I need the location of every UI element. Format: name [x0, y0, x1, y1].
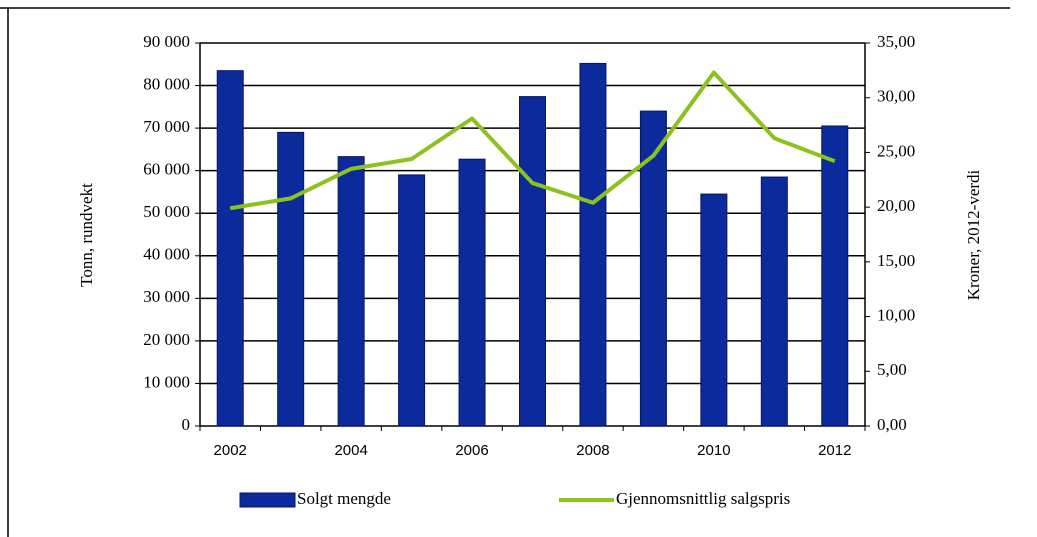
y-tick-label: 0 — [182, 415, 191, 434]
bar — [458, 158, 486, 427]
x-tick-label: 2010 — [697, 442, 730, 459]
bar — [277, 131, 305, 427]
bar — [398, 174, 426, 427]
legend-label: Gjennomsnittlig salgspris — [616, 489, 790, 508]
x-tick-label: 2006 — [455, 442, 488, 459]
line — [229, 70, 836, 211]
y-tick-label: 80 000 — [143, 74, 190, 93]
y-tick-label: 40 000 — [143, 245, 190, 264]
bar — [639, 110, 667, 427]
bar — [216, 70, 244, 427]
bar — [821, 125, 849, 427]
y-tick-label: 30 000 — [143, 287, 190, 306]
legend-label: Solgt mengde — [297, 489, 391, 508]
legend-swatch — [239, 492, 296, 508]
x-tick-label: 2002 — [214, 442, 247, 459]
y-tick-label: 10 000 — [143, 372, 190, 391]
y-tick-label: 60 000 — [143, 160, 190, 179]
y2-tick-label: 10,00 — [877, 305, 915, 324]
y2-tick-label: 15,00 — [877, 251, 915, 270]
y2-tick-label: 5,00 — [877, 360, 907, 379]
y-axis-title: Tonn, rundvekt — [77, 183, 96, 287]
x-tick-label: 2012 — [818, 442, 851, 459]
x-tick-label: 2008 — [576, 442, 609, 459]
y2-tick-label: 35,00 — [877, 32, 915, 51]
y2-tick-label: 30,00 — [877, 87, 915, 106]
bar — [337, 156, 365, 427]
bar — [760, 176, 788, 427]
y-tick-label: 90 000 — [143, 32, 190, 51]
x-tick-label: 2004 — [334, 442, 367, 459]
bar — [519, 96, 546, 427]
y-tick-label: 50 000 — [143, 202, 190, 221]
y2-axis-title: Kroner, 2012-verdi — [964, 169, 983, 300]
bar — [579, 62, 607, 427]
y2-tick-label: 20,00 — [877, 196, 915, 215]
y-tick-label: 20 000 — [143, 330, 190, 349]
y2-tick-label: 25,00 — [877, 141, 915, 160]
bar — [700, 193, 728, 427]
y-tick-label: 70 000 — [143, 117, 190, 136]
y2-tick-label: 0,00 — [877, 415, 907, 434]
